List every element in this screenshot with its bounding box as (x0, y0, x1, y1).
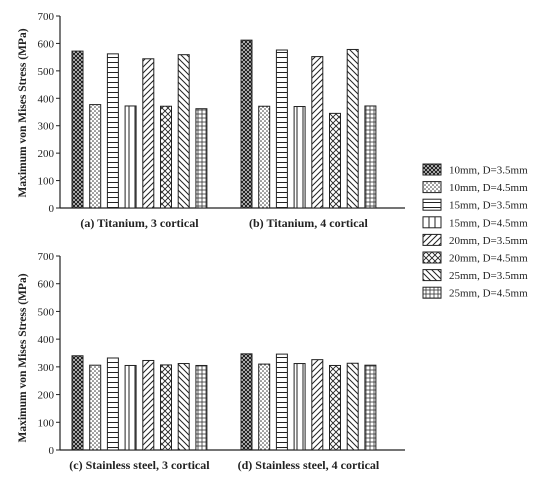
legend-swatch (422, 163, 442, 176)
legend: 10mm, D=3.5mm 10mm, D=4.5mm 15mm, D=3.5mm 1… (422, 163, 528, 300)
bar (275, 49, 288, 209)
bar (195, 364, 208, 451)
y-tick-label: 200 (38, 390, 55, 402)
y-tick-label: 100 (38, 417, 55, 429)
legend-item: 20mm, D=3.5mm (422, 233, 528, 247)
legend-item: 10mm, D=3.5mm (422, 163, 528, 177)
y-tick-label: 100 (38, 176, 55, 188)
bar (293, 106, 306, 209)
y-tick-label: 600 (38, 38, 55, 50)
bar (89, 104, 102, 209)
legend-label: 15mm, D=4.5mm (449, 217, 528, 229)
y-tick-label: 500 (38, 306, 55, 318)
bar (346, 48, 359, 209)
bar (329, 112, 341, 209)
panel-caption: (b) Titanium, 4 cortical (249, 216, 369, 230)
legend-label: 10mm, D=4.5mm (449, 182, 528, 194)
bar (106, 53, 119, 209)
panel-caption: (c) Stainless steel, 3 cortical (69, 458, 210, 472)
panel-caption: (d) Stainless steel, 4 cortical (238, 458, 380, 472)
panel-c: (c) Stainless steel, 3 cortical (69, 355, 210, 472)
bar (364, 105, 377, 209)
bar (240, 39, 253, 209)
bar (240, 353, 253, 451)
panel-caption: (a) Titanium, 3 cortical (80, 216, 199, 230)
bar (195, 108, 208, 209)
bar (142, 58, 155, 209)
legend-swatch (422, 233, 442, 246)
bar (311, 359, 324, 451)
bar (71, 355, 84, 451)
bar (364, 364, 377, 451)
bar (89, 364, 102, 451)
bar (160, 105, 172, 209)
legend-swatch (422, 269, 442, 282)
y-tick-label: 400 (38, 334, 55, 346)
bar (71, 50, 84, 209)
bar (177, 363, 190, 451)
legend-swatch (422, 216, 442, 229)
legend-item: 15mm, D=4.5mm (422, 216, 528, 229)
bar (275, 353, 288, 451)
legend-swatch (422, 251, 442, 264)
y-tick-label: 700 (38, 11, 55, 23)
legend-label: 20mm, D=4.5mm (449, 253, 528, 265)
legend-item: 25mm, D=4.5mm (422, 286, 528, 300)
y-tick-label: 700 (38, 251, 55, 263)
bar (124, 105, 137, 209)
panel-b: (b) Titanium, 4 cortical (240, 39, 377, 230)
y-tick-label: 400 (38, 93, 55, 105)
panel-a: (a) Titanium, 3 cortical (71, 50, 208, 230)
legend-item: 20mm, D=4.5mm (422, 251, 528, 265)
bar (329, 364, 341, 451)
legend-swatch (422, 286, 442, 299)
legend-item: 10mm, D=4.5mm (422, 181, 528, 194)
legend-label: 10mm, D=3.5mm (449, 165, 528, 177)
panel-d: (d) Stainless steel, 4 cortical (238, 353, 380, 472)
y-axis-label-bottom: Maximum von Mises Stress (MPa) (17, 273, 29, 442)
y-tick-label: 300 (38, 121, 55, 133)
bar (160, 364, 172, 451)
y-tick-label: 0 (49, 445, 55, 457)
y-tick-label: 300 (38, 362, 55, 374)
chart-panels: 0 100 200 300 400 500 600 700 (a) Titanium, 3 co… (38, 11, 405, 472)
legend-item: 25mm, D=3.5mm (422, 269, 528, 282)
legend-swatch (422, 198, 442, 211)
legend-label: 15mm, D=3.5mm (449, 200, 528, 212)
legend-label: 25mm, D=4.5mm (449, 288, 528, 300)
y-axis-label-top: Maximum von Mises Stress (MPa) (17, 28, 29, 197)
bar (142, 359, 155, 451)
bar (106, 357, 119, 451)
y-tick-label: 200 (38, 148, 55, 160)
bar (258, 105, 271, 209)
bar (293, 363, 306, 451)
bar (346, 362, 359, 451)
bar (311, 56, 324, 209)
y-tick-label: 600 (38, 279, 55, 291)
legend-item: 15mm, D=3.5mm (422, 198, 528, 212)
y-tick-label: 0 (49, 203, 55, 215)
y-tick-label: 500 (38, 66, 55, 78)
legend-label: 25mm, D=3.5mm (449, 270, 528, 282)
legend-swatch (422, 181, 442, 194)
legend-label: 20mm, D=3.5mm (449, 235, 528, 247)
bar (124, 364, 137, 451)
bar (258, 363, 271, 451)
bar (177, 54, 190, 209)
